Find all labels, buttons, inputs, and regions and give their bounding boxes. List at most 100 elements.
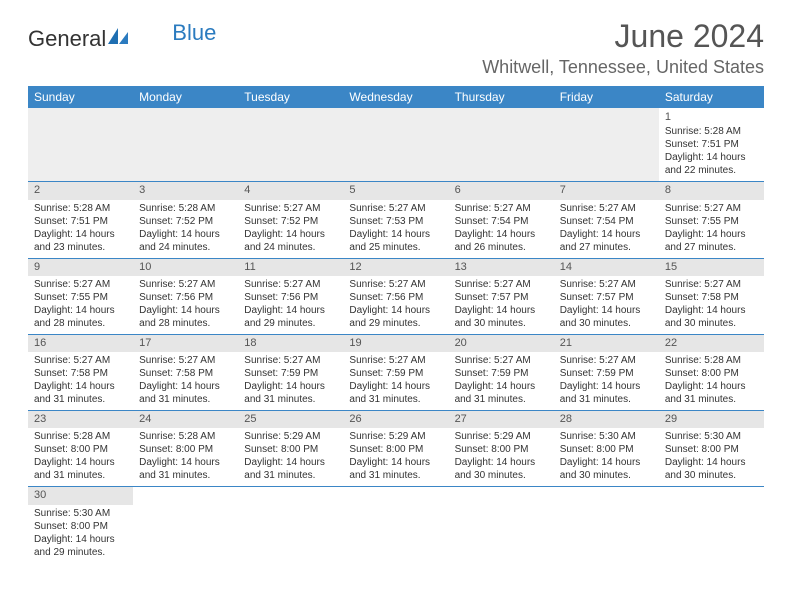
day-number: 16 (34, 336, 127, 350)
day-number: 17 (139, 336, 232, 350)
calendar-cell (343, 108, 448, 182)
calendar-week-row: 9Sunrise: 5:27 AMSunset: 7:55 PMDaylight… (28, 258, 764, 334)
daylight-text: Daylight: 14 hours (34, 304, 127, 317)
calendar-cell: 22Sunrise: 5:28 AMSunset: 8:00 PMDayligh… (659, 334, 764, 410)
calendar-cell: 7Sunrise: 5:27 AMSunset: 7:54 PMDaylight… (554, 182, 659, 258)
calendar-cell (238, 108, 343, 182)
daylight-text: and 22 minutes. (665, 164, 758, 177)
daylight-text: Daylight: 14 hours (455, 380, 548, 393)
daylight-text: Daylight: 14 hours (244, 380, 337, 393)
daylight-text: and 28 minutes. (34, 317, 127, 330)
sunrise-text: Sunrise: 5:28 AM (139, 202, 232, 215)
calendar-cell: 25Sunrise: 5:29 AMSunset: 8:00 PMDayligh… (238, 411, 343, 487)
calendar-cell (449, 108, 554, 182)
calendar-cell: 6Sunrise: 5:27 AMSunset: 7:54 PMDaylight… (449, 182, 554, 258)
day-number: 24 (139, 412, 232, 426)
sunset-text: Sunset: 7:59 PM (349, 367, 442, 380)
sunset-text: Sunset: 8:00 PM (34, 520, 127, 533)
daylight-text: Daylight: 14 hours (349, 380, 442, 393)
calendar-cell: 19 Sunrise: 5:27 AMSunset: 7:59 PMDayligh… (343, 334, 448, 410)
sunrise-text: Sunrise: 5:27 AM (139, 354, 232, 367)
sunset-text: Sunset: 7:54 PM (560, 215, 653, 228)
day-number: 6 (455, 183, 548, 197)
daylight-text: and 31 minutes. (560, 393, 653, 406)
sunrise-text: Sunrise: 5:27 AM (244, 354, 337, 367)
day-number: 28 (560, 412, 653, 426)
sunrise-text: Sunrise: 5:30 AM (665, 430, 758, 443)
sunset-text: Sunset: 7:54 PM (455, 215, 548, 228)
sunset-text: Sunset: 7:58 PM (665, 291, 758, 304)
calendar-week-row: 1Sunrise: 5:28 AMSunset: 7:51 PMDaylight… (28, 108, 764, 182)
daylight-text: and 24 minutes. (244, 241, 337, 254)
calendar-cell: 18Sunrise: 5:27 AMSunset: 7:59 PMDayligh… (238, 334, 343, 410)
calendar-cell: 26Sunrise: 5:29 AMSunset: 8:00 PMDayligh… (343, 411, 448, 487)
weekday-header: Sunday (28, 86, 133, 108)
sunrise-text: Sunrise: 5:27 AM (455, 202, 548, 215)
calendar-cell: 29Sunrise: 5:30 AMSunset: 8:00 PMDayligh… (659, 411, 764, 487)
calendar-cell: 8Sunrise: 5:27 AMSunset: 7:55 PMDaylight… (659, 182, 764, 258)
sunset-text: Sunset: 8:00 PM (139, 443, 232, 456)
day-number: 22 (665, 336, 758, 350)
sunrise-text: Sunrise: 5:29 AM (455, 430, 548, 443)
brand-part2: Blue (172, 20, 216, 46)
sunset-text: Sunset: 8:00 PM (665, 443, 758, 456)
calendar-cell (554, 487, 659, 563)
daylight-text: Daylight: 14 hours (139, 380, 232, 393)
day-number: 2 (34, 183, 127, 197)
calendar-cell: 21Sunrise: 5:27 AMSunset: 7:59 PMDayligh… (554, 334, 659, 410)
sunset-text: Sunset: 8:00 PM (665, 367, 758, 380)
day-number: 25 (244, 412, 337, 426)
daylight-text: Daylight: 14 hours (349, 228, 442, 241)
day-number: 23 (34, 412, 127, 426)
daylight-text: and 30 minutes. (455, 469, 548, 482)
day-number: 30 (34, 488, 127, 502)
daylight-text: and 24 minutes. (139, 241, 232, 254)
calendar-week-row: 23Sunrise: 5:28 AMSunset: 8:00 PMDayligh… (28, 411, 764, 487)
daylight-text: Daylight: 14 hours (349, 456, 442, 469)
day-number: 15 (665, 260, 758, 274)
sunrise-text: Sunrise: 5:27 AM (34, 354, 127, 367)
calendar-cell: 11Sunrise: 5:27 AMSunset: 7:56 PMDayligh… (238, 258, 343, 334)
day-number: 7 (560, 183, 653, 197)
sunrise-text: Sunrise: 5:27 AM (349, 354, 442, 367)
weekday-header: Monday (133, 86, 238, 108)
sunset-text: Sunset: 7:59 PM (560, 367, 653, 380)
day-number: 26 (349, 412, 442, 426)
sunrise-text: Sunrise: 5:27 AM (455, 278, 548, 291)
weekday-header: Wednesday (343, 86, 448, 108)
day-number: 13 (455, 260, 548, 274)
sunset-text: Sunset: 8:00 PM (455, 443, 548, 456)
sunset-text: Sunset: 7:57 PM (455, 291, 548, 304)
sunset-text: Sunset: 7:52 PM (244, 215, 337, 228)
calendar-cell: 12Sunrise: 5:27 AMSunset: 7:56 PMDayligh… (343, 258, 448, 334)
calendar-cell: 27Sunrise: 5:29 AMSunset: 8:00 PMDayligh… (449, 411, 554, 487)
calendar-cell: 9Sunrise: 5:27 AMSunset: 7:55 PMDaylight… (28, 258, 133, 334)
day-number: 19 (349, 336, 442, 350)
day-number: 27 (455, 412, 548, 426)
calendar-week-row: 2Sunrise: 5:28 AMSunset: 7:51 PMDaylight… (28, 182, 764, 258)
calendar-cell: 17Sunrise: 5:27 AMSunset: 7:58 PMDayligh… (133, 334, 238, 410)
sunrise-text: Sunrise: 5:27 AM (455, 354, 548, 367)
sunset-text: Sunset: 7:57 PM (560, 291, 653, 304)
daylight-text: and 23 minutes. (34, 241, 127, 254)
daylight-text: Daylight: 14 hours (560, 304, 653, 317)
weekday-header: Friday (554, 86, 659, 108)
daylight-text: and 27 minutes. (665, 241, 758, 254)
daylight-text: and 31 minutes. (139, 469, 232, 482)
sunrise-text: Sunrise: 5:27 AM (665, 202, 758, 215)
sunset-text: Sunset: 7:52 PM (139, 215, 232, 228)
daylight-text: and 29 minutes. (349, 317, 442, 330)
daylight-text: Daylight: 14 hours (139, 304, 232, 317)
daylight-text: and 31 minutes. (455, 393, 548, 406)
daylight-text: and 30 minutes. (560, 317, 653, 330)
daylight-text: Daylight: 14 hours (665, 456, 758, 469)
calendar-cell: 28Sunrise: 5:30 AMSunset: 8:00 PMDayligh… (554, 411, 659, 487)
calendar-cell: 10Sunrise: 5:27 AMSunset: 7:56 PMDayligh… (133, 258, 238, 334)
calendar-cell: 15Sunrise: 5:27 AMSunset: 7:58 PMDayligh… (659, 258, 764, 334)
sunrise-text: Sunrise: 5:30 AM (34, 507, 127, 520)
daylight-text: Daylight: 14 hours (560, 380, 653, 393)
calendar-cell: 13Sunrise: 5:27 AMSunset: 7:57 PMDayligh… (449, 258, 554, 334)
daylight-text: and 31 minutes. (139, 393, 232, 406)
day-number: 1 (665, 110, 758, 124)
daylight-text: and 30 minutes. (665, 469, 758, 482)
